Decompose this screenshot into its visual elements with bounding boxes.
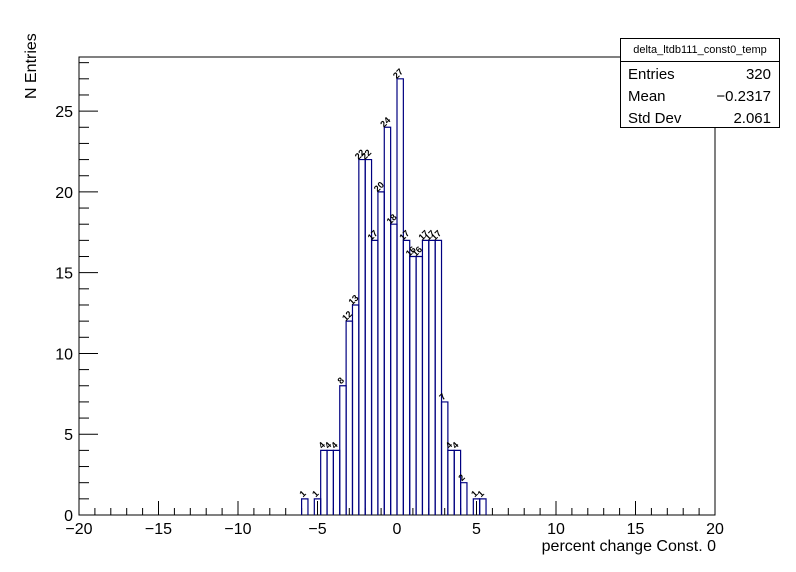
bin-count-label: 4 — [444, 440, 455, 451]
histogram-bin — [377, 191, 385, 515]
stats-mean-row: Mean −0.2317 — [621, 85, 779, 107]
histogram-bin — [479, 498, 487, 515]
stats-box: delta_ltdb111_const0_temp Entries 320 Me… — [620, 38, 780, 128]
bin-count-label: 17 — [429, 228, 443, 242]
bin-count-label: 20 — [372, 180, 386, 194]
bin-count-label: 17 — [423, 228, 437, 242]
x-tick-label: −5 — [308, 521, 326, 538]
bin-count-label: 22 — [359, 147, 373, 161]
stats-stddev-label: Std Dev — [628, 110, 682, 127]
bin-count-label: 1 — [475, 488, 486, 499]
histogram-bin — [453, 449, 462, 515]
histogram-bin — [383, 126, 392, 515]
stats-mean-label: Mean — [628, 88, 666, 105]
stats-box-title: delta_ltdb111_const0_temp — [621, 39, 779, 62]
histogram-bin — [339, 385, 347, 515]
histogram-bin — [364, 158, 373, 515]
histogram-bin — [428, 239, 436, 515]
histogram-bin — [409, 255, 417, 515]
histogram-bin — [358, 158, 366, 515]
bin-count-label: 1 — [469, 488, 480, 499]
bin-count-label: 18 — [385, 212, 399, 226]
x-axis: −20 −15 −10 −5 0 5 10 15 20 — [65, 501, 724, 538]
bin-count-label: 16 — [410, 244, 424, 258]
bin-count-label: 22 — [353, 147, 367, 161]
x-tick-label: −15 — [145, 521, 172, 538]
histogram-bin — [320, 449, 328, 515]
histogram-bin — [390, 223, 398, 515]
histogram-bin — [440, 401, 449, 515]
x-tick-label: 5 — [472, 521, 481, 538]
histogram-bins — [301, 78, 487, 515]
x-tick-label: 0 — [393, 521, 402, 538]
stats-stddev-value: 2.061 — [733, 110, 771, 127]
bin-count-label: 8 — [336, 375, 347, 386]
x-tick-label: 20 — [706, 521, 724, 538]
histogram-bin — [345, 320, 354, 515]
histogram-bin — [301, 498, 309, 515]
histogram-bin — [421, 239, 430, 515]
histogram-bin — [415, 255, 424, 515]
x-tick-label: −10 — [224, 521, 251, 538]
x-tick-label: −20 — [65, 521, 92, 538]
histogram-bin — [370, 239, 379, 515]
histogram-bin — [460, 482, 468, 515]
bin-count-label: 4 — [323, 440, 334, 451]
y-tick-label: 25 — [55, 104, 73, 121]
bin-count-label: 2 — [456, 472, 467, 483]
y-tick-label: 15 — [55, 266, 73, 283]
stats-entries-value: 320 — [745, 66, 771, 83]
y-tick-label: 20 — [55, 185, 73, 202]
y-tick-label: 10 — [55, 346, 73, 363]
bin-count-label: 17 — [416, 228, 430, 242]
y-tick-label: 0 — [64, 508, 73, 525]
stats-stddev-row: Std Dev 2.061 — [621, 107, 779, 129]
stats-entries-label: Entries — [628, 66, 675, 83]
bin-count-labels: 1 144481213222217202418271716161717177442… — [297, 67, 486, 499]
stats-mean-value: −0.2317 — [716, 88, 771, 105]
bin-count-label: 16 — [404, 244, 418, 258]
bin-count-label: 24 — [378, 115, 392, 129]
histogram-bin — [351, 304, 360, 515]
y-axis-label: N Entries — [23, 33, 40, 99]
histogram-bin — [402, 239, 411, 515]
x-tick-label: 15 — [627, 521, 645, 538]
histogram-bin — [447, 449, 455, 515]
histogram-bin — [396, 78, 404, 515]
bin-count-label: 17 — [397, 228, 411, 242]
bin-count-label: 4 — [329, 440, 340, 451]
histogram-bin — [326, 449, 334, 515]
bin-count-label: 17 — [366, 228, 380, 242]
histogram-bin — [434, 239, 443, 515]
y-axis: 0 5 10 15 20 25 — [55, 62, 98, 525]
bin-count-label: 4 — [316, 440, 327, 451]
bin-count-label: 1 — [310, 488, 321, 499]
bin-count-label: 1 — [297, 488, 308, 499]
bin-count-label: 4 — [450, 440, 461, 451]
y-tick-label: 5 — [64, 427, 73, 444]
bin-count-label: 7 — [437, 391, 448, 402]
stats-entries-row: Entries 320 — [621, 63, 779, 85]
x-axis-label: percent change Const. 0 — [541, 538, 716, 555]
histogram-bin — [332, 449, 341, 515]
x-tick-label: 10 — [547, 521, 565, 538]
